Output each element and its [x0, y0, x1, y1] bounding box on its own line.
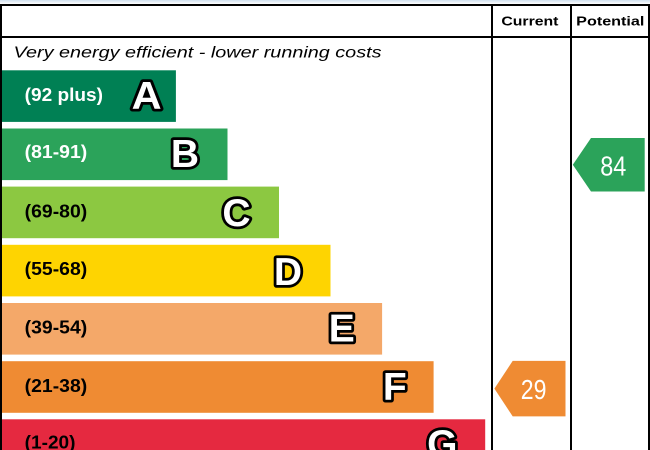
svg-text:G: G	[427, 423, 457, 450]
svg-text:B: B	[171, 133, 199, 176]
svg-text:E: E	[329, 308, 355, 351]
svg-text:84: 84	[600, 150, 626, 181]
svg-text:Current: Current	[501, 13, 559, 28]
svg-text:29: 29	[521, 374, 547, 405]
svg-text:D: D	[274, 251, 302, 294]
svg-text:(81-91): (81-91)	[25, 142, 88, 162]
svg-text:Very energy efficient - lower: Very energy efficient - lower running co…	[14, 45, 382, 62]
svg-text:A: A	[132, 75, 162, 118]
svg-text:(55-68): (55-68)	[25, 259, 88, 279]
svg-text:(92 plus): (92 plus)	[25, 85, 103, 105]
svg-text:(69-80): (69-80)	[25, 201, 88, 221]
svg-text:(21-38): (21-38)	[25, 376, 88, 396]
svg-text:C: C	[222, 192, 250, 235]
svg-text:F: F	[383, 366, 407, 409]
svg-text:(39-54): (39-54)	[25, 318, 88, 338]
svg-text:Potential: Potential	[576, 13, 644, 28]
svg-text:(1-20): (1-20)	[25, 432, 76, 450]
